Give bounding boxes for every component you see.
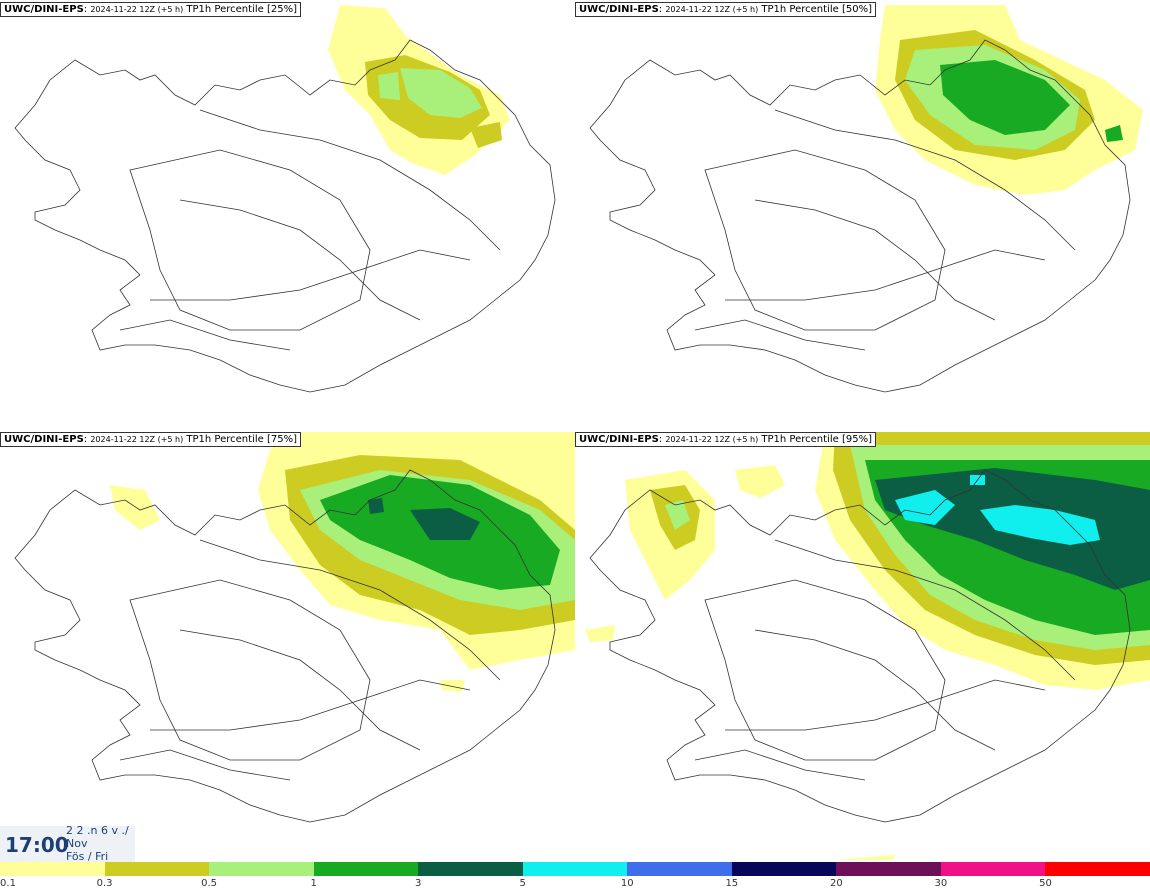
iceland-outline [14,39,556,393]
precip-shading [875,5,1143,195]
panel-title: UWC/DINI-EPS: 2024-11-22 12Z (+5 h) TP1h… [575,432,876,447]
precip-shading [110,432,575,692]
legend-tick-label: 20 [829,878,843,889]
legend-tick-label: 0.3 [96,878,113,889]
precip-map [14,432,575,823]
legend-tick-label: 30 [934,878,948,889]
iceland-outline [14,469,556,823]
precip-shading [328,5,510,175]
legend-color-swatch [209,862,314,876]
precip-shading [585,432,1150,860]
valid-time-box: 17:00 2 2 .n 6 v ./ Nov Fös / Fri [0,824,135,863]
legend-tick-label: 10 [620,878,634,889]
legend-color-swatch [0,862,105,876]
iceland-outline [589,469,1131,823]
valid-date-line2: Nov [66,837,88,850]
valid-date-line1: 2 2 .n 6 v ./ [66,824,129,837]
valid-time-clock: 17:00 [5,833,69,857]
legend-color-swatch [313,862,419,876]
legend-color-swatch [836,862,941,876]
precip-map [585,432,1150,860]
precip-legend: 0.1 0.3 0.5 1 3 5 10 15 20 30 50 [0,860,1150,891]
legend-color-swatch [1045,862,1150,876]
panel-title: UWC/DINI-EPS: 2024-11-22 12Z (+5 h) TP1h… [0,432,301,447]
legend-tick-label: 15 [725,878,739,889]
iceland-outline [589,39,1131,393]
legend-tick-label: 5 [519,878,526,889]
panel-title: UWC/DINI-EPS: 2024-11-22 12Z (+5 h) TP1h… [575,2,876,17]
legend-tick-label: 0.5 [201,878,218,889]
legend-tick-label: 3 [414,878,422,889]
map-panel-75: UWC/DINI-EPS: 2024-11-22 12Z (+5 h) TP1h… [0,430,575,860]
map-panel-95: UWC/DINI-EPS: 2024-11-22 12Z (+5 h) TP1h… [575,430,1150,860]
valid-date-line3: Fös / Fri [66,850,109,863]
legend-color-swatch [627,862,732,876]
map-panel-50: UWC/DINI-EPS: 2024-11-22 12Z (+5 h) TP1h… [575,0,1150,430]
panel-title: UWC/DINI-EPS: 2024-11-22 12Z (+5 h) TP1h… [0,2,301,17]
map-panel-25: UWC/DINI-EPS: 2024-11-22 12Z (+5 h) TP1h… [0,0,575,430]
legend-tick-label: 0.1 [0,878,16,889]
valid-time-date: 2 2 .n 6 v ./ Nov Fös / Fri [66,824,129,863]
legend-color-swatch [940,862,1046,876]
legend-color-swatch [731,862,837,876]
precip-map [589,5,1143,393]
legend-tick-label: 50 [1039,878,1052,889]
legend-color-swatch [418,862,523,876]
precip-map [14,5,556,393]
legend-color-swatch [104,862,210,876]
legend-color-swatch [522,862,628,876]
legend-tick-label: 1 [310,878,317,889]
